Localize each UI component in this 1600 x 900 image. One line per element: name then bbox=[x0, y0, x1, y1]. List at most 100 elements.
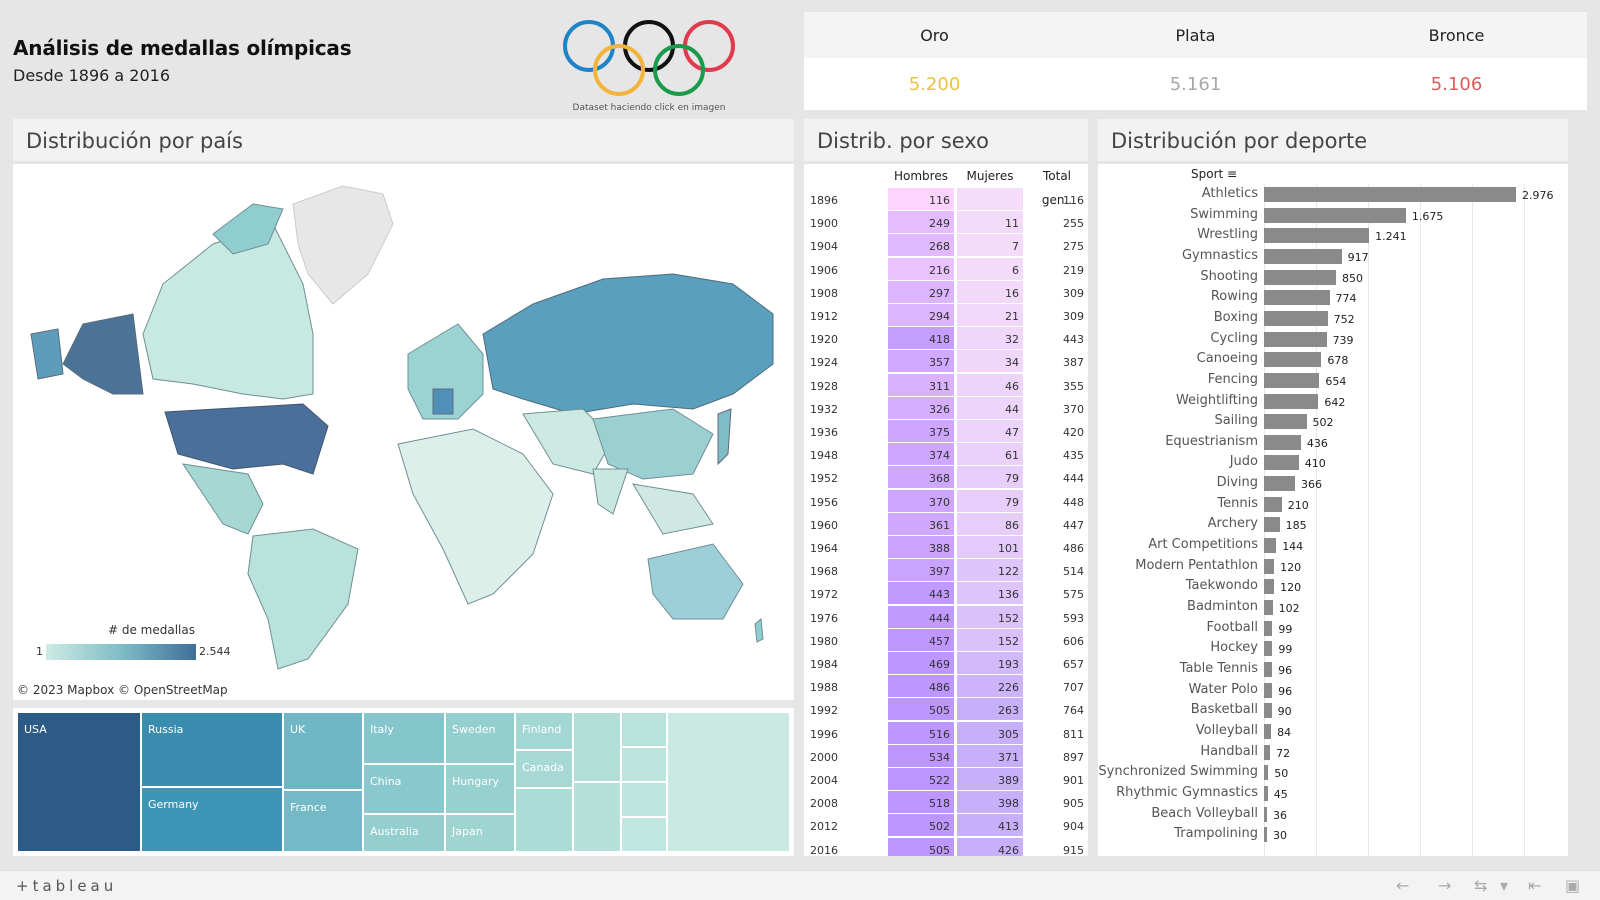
total-cell[interactable]: 514 bbox=[1026, 559, 1088, 583]
chevron-down-icon[interactable]: ▾ bbox=[1500, 876, 1509, 895]
world-map[interactable]: # de medallas 1 2.544 © 2023 Mapbox © Op… bbox=[13, 164, 794, 700]
sport-row[interactable]: Taekwondo 120 bbox=[1098, 576, 1568, 597]
sport-bar[interactable] bbox=[1264, 723, 1272, 739]
hombres-cell[interactable]: 505 bbox=[888, 698, 954, 722]
mujeres-cell[interactable]: 79 bbox=[957, 466, 1023, 490]
total-cell[interactable]: 219 bbox=[1026, 258, 1088, 281]
revert-icon[interactable]: ⇆ bbox=[1474, 876, 1488, 895]
table-row[interactable]: 1952 368 79 444 bbox=[804, 466, 1088, 490]
total-cell[interactable]: 448 bbox=[1026, 490, 1088, 513]
table-row[interactable]: 1980 457 152 606 bbox=[804, 628, 1088, 652]
tableau-logo[interactable]: +tableau bbox=[16, 877, 118, 895]
total-cell[interactable]: 420 bbox=[1026, 420, 1088, 443]
sport-bar[interactable] bbox=[1264, 579, 1275, 595]
treemap-cell-other[interactable] bbox=[573, 712, 621, 782]
sport-header[interactable]: Sport ≡ bbox=[1191, 167, 1237, 181]
mujeres-cell[interactable]: 47 bbox=[957, 420, 1023, 443]
sport-bar[interactable] bbox=[1264, 310, 1328, 326]
treemap-cell-other[interactable] bbox=[667, 712, 790, 852]
mujeres-cell[interactable]: 226 bbox=[957, 675, 1023, 699]
mujeres-cell[interactable]: 193 bbox=[957, 652, 1023, 675]
hombres-cell[interactable]: 249 bbox=[888, 211, 954, 235]
table-row[interactable]: 1908 297 16 309 bbox=[804, 280, 1088, 304]
sport-row[interactable]: Football 99 bbox=[1098, 618, 1568, 639]
hombres-cell[interactable]: 486 bbox=[888, 675, 954, 699]
sport-row[interactable]: Art Competitions 144 bbox=[1098, 535, 1568, 556]
table-row[interactable]: 1960 361 86 447 bbox=[804, 512, 1088, 536]
country-treemap[interactable]: USA Russia Germany UK France Italy China… bbox=[13, 708, 794, 856]
sport-row[interactable]: Table Tennis 96 bbox=[1098, 659, 1568, 680]
sport-row[interactable]: Equestrianism 436 bbox=[1098, 432, 1568, 453]
table-row[interactable]: 1932 326 44 370 bbox=[804, 396, 1088, 420]
sport-row[interactable]: Fencing 654 bbox=[1098, 370, 1568, 391]
sport-row[interactable]: Athletics 2.976 bbox=[1098, 184, 1568, 205]
table-row[interactable]: 1984 469 193 657 bbox=[804, 652, 1088, 675]
hombres-cell[interactable]: 516 bbox=[888, 721, 954, 745]
redo-icon[interactable]: → bbox=[1438, 876, 1452, 895]
treemap-cell-germany[interactable]: Germany bbox=[141, 787, 283, 852]
sort-icon[interactable]: ≡ bbox=[1227, 167, 1238, 181]
table-row[interactable]: 1924 357 34 387 bbox=[804, 350, 1088, 374]
table-row[interactable]: 1988 486 226 707 bbox=[804, 675, 1088, 699]
total-cell[interactable]: 904 bbox=[1026, 814, 1088, 838]
sex-table[interactable]: Hombres Mujeres Total gen.. 1896 116 116 19… bbox=[804, 164, 1088, 856]
sport-bar[interactable] bbox=[1264, 248, 1342, 264]
treemap-cell-sweden[interactable]: Sweden bbox=[445, 712, 515, 764]
sport-bar[interactable] bbox=[1264, 476, 1295, 492]
hombres-cell[interactable]: 370 bbox=[888, 489, 954, 513]
table-row[interactable]: 1936 375 47 420 bbox=[804, 420, 1088, 443]
mujeres-cell[interactable]: 79 bbox=[957, 489, 1023, 513]
mujeres-cell[interactable]: 136 bbox=[957, 582, 1023, 606]
sport-row[interactable]: Swimming 1.675 bbox=[1098, 205, 1568, 226]
sport-bar[interactable] bbox=[1264, 641, 1273, 657]
col-total[interactable]: Total gen.. bbox=[1041, 169, 1073, 207]
total-cell[interactable]: 309 bbox=[1026, 304, 1088, 327]
sport-bar[interactable] bbox=[1264, 765, 1269, 781]
treemap-cell-other[interactable] bbox=[573, 782, 621, 852]
hombres-cell[interactable]: 361 bbox=[888, 512, 954, 536]
treemap-cell-france[interactable]: France bbox=[283, 790, 363, 852]
table-row[interactable]: 1912 294 21 309 bbox=[804, 304, 1088, 327]
sport-bar-chart[interactable]: Sport ≡ Athletics 2.976 Swimming 1.675 Wrest… bbox=[1098, 164, 1568, 856]
sport-row[interactable]: Diving 366 bbox=[1098, 473, 1568, 494]
sport-row[interactable]: Trampolining 30 bbox=[1098, 824, 1568, 845]
sport-row[interactable]: Hockey 99 bbox=[1098, 638, 1568, 659]
mujeres-cell[interactable]: 398 bbox=[957, 791, 1023, 815]
total-cell[interactable]: 897 bbox=[1026, 745, 1088, 768]
total-cell[interactable]: 657 bbox=[1026, 652, 1088, 675]
mujeres-cell[interactable]: 389 bbox=[957, 768, 1023, 791]
mujeres-cell[interactable]: 152 bbox=[957, 605, 1023, 629]
mujeres-cell[interactable]: 11 bbox=[957, 211, 1023, 235]
mujeres-cell[interactable]: 426 bbox=[957, 837, 1023, 856]
total-cell[interactable]: 255 bbox=[1026, 211, 1088, 235]
sport-bar[interactable] bbox=[1264, 207, 1406, 223]
table-row[interactable]: 1920 418 32 443 bbox=[804, 327, 1088, 351]
mujeres-cell[interactable]: 152 bbox=[957, 628, 1023, 652]
hombres-cell[interactable]: 357 bbox=[888, 350, 954, 374]
mujeres-cell[interactable]: 413 bbox=[957, 814, 1023, 838]
mujeres-cell[interactable]: 86 bbox=[957, 512, 1023, 536]
sport-bar[interactable] bbox=[1264, 785, 1268, 801]
sport-bar[interactable] bbox=[1264, 414, 1307, 430]
sport-row[interactable]: Modern Pentathlon 120 bbox=[1098, 556, 1568, 577]
mujeres-cell[interactable] bbox=[957, 188, 1023, 211]
table-row[interactable]: 2012 502 413 904 bbox=[804, 814, 1088, 838]
sport-bar[interactable] bbox=[1264, 682, 1273, 698]
total-cell[interactable]: 443 bbox=[1026, 327, 1088, 351]
sport-row[interactable]: Canoeing 678 bbox=[1098, 349, 1568, 370]
table-row[interactable]: 1904 268 7 275 bbox=[804, 234, 1088, 258]
hombres-cell[interactable]: 457 bbox=[888, 628, 954, 652]
sport-row[interactable]: Gymnastics 917 bbox=[1098, 246, 1568, 267]
sport-bar[interactable] bbox=[1264, 744, 1271, 760]
treemap-cell-other[interactable] bbox=[621, 782, 667, 817]
sport-row[interactable]: Synchronized Swimming 50 bbox=[1098, 762, 1568, 783]
total-cell[interactable]: 370 bbox=[1026, 397, 1088, 420]
treemap-cell-japan[interactable]: Japan bbox=[445, 814, 515, 852]
hombres-cell[interactable]: 388 bbox=[888, 536, 954, 559]
sport-row[interactable]: Shooting 850 bbox=[1098, 267, 1568, 288]
treemap-cell-other[interactable] bbox=[621, 747, 667, 782]
total-cell[interactable]: 593 bbox=[1026, 606, 1088, 629]
total-cell[interactable]: 901 bbox=[1026, 768, 1088, 791]
treemap-cell-italy[interactable]: Italy bbox=[363, 712, 445, 764]
map-attribution[interactable]: © 2023 Mapbox © OpenStreetMap bbox=[17, 683, 228, 697]
